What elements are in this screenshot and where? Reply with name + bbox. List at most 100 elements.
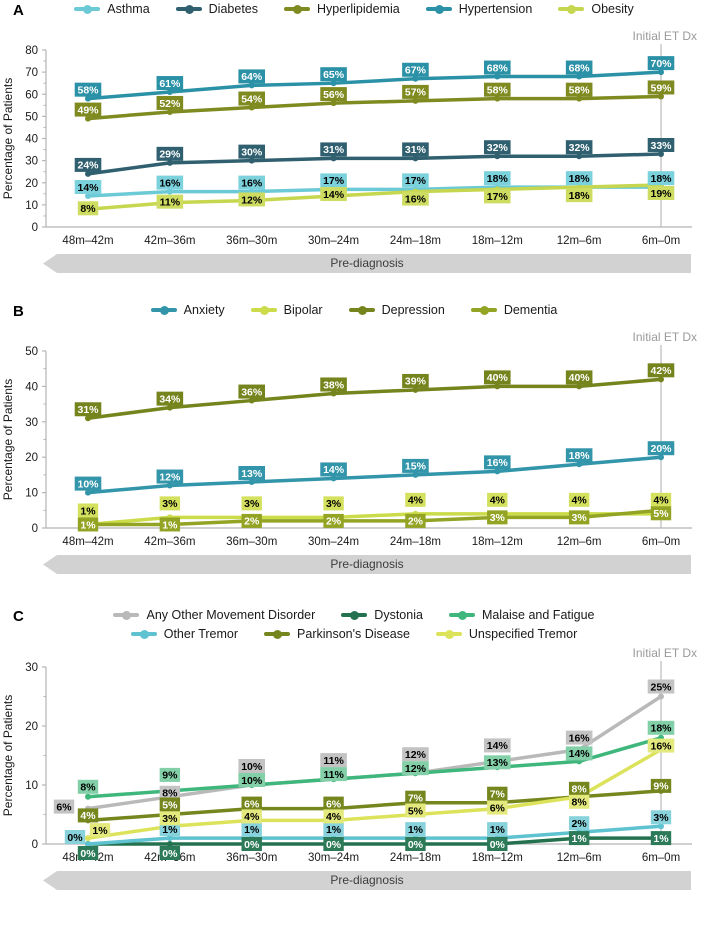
svg-text:58%: 58% — [77, 84, 99, 96]
legend-item-any-other-movement-disorder: Any Other Movement Disorder — [113, 608, 315, 622]
svg-text:52%: 52% — [159, 98, 181, 110]
legend-marker-icon — [113, 610, 140, 620]
svg-text:6m–0m: 6m–0m — [642, 852, 680, 864]
legend-marker-icon — [558, 4, 585, 14]
svg-text:0%: 0% — [162, 848, 178, 860]
legend-marker-icon — [425, 4, 452, 14]
svg-text:19%: 19% — [650, 188, 672, 200]
svg-text:48m–42m: 48m–42m — [62, 536, 113, 548]
svg-text:1%: 1% — [80, 519, 96, 531]
legend-item-bipolar: Bipolar — [250, 303, 323, 317]
svg-text:24m–18m: 24m–18m — [390, 235, 441, 247]
svg-text:32%: 32% — [569, 142, 591, 154]
legend-item-obesity: Obesity — [558, 2, 634, 16]
svg-text:50: 50 — [25, 346, 38, 358]
svg-text:8%: 8% — [572, 784, 588, 796]
svg-text:18%: 18% — [569, 450, 591, 462]
svg-text:12%: 12% — [241, 194, 263, 206]
y-axis-title: Percentage of Patients — [1, 379, 15, 500]
svg-text:15%: 15% — [405, 461, 427, 473]
svg-text:10%: 10% — [241, 775, 263, 787]
svg-text:3%: 3% — [162, 498, 178, 510]
svg-text:40: 40 — [25, 134, 38, 146]
svg-text:18%: 18% — [650, 723, 672, 735]
svg-text:58%: 58% — [487, 84, 509, 96]
svg-text:11%: 11% — [323, 769, 344, 781]
svg-text:65%: 65% — [323, 69, 345, 81]
series-hyperlipidemia — [85, 93, 664, 122]
svg-text:3%: 3% — [326, 498, 342, 510]
svg-text:8%: 8% — [572, 797, 588, 809]
svg-text:40%: 40% — [569, 372, 591, 384]
svg-text:1%: 1% — [92, 825, 108, 837]
legend-marker-icon — [150, 305, 177, 315]
legend-item-dystonia: Dystonia — [341, 608, 423, 622]
svg-text:1%: 1% — [326, 824, 342, 836]
legend-item-unspecified-tremor: Unspecified Tremor — [435, 627, 578, 641]
svg-text:1%: 1% — [653, 833, 669, 845]
svg-text:30: 30 — [25, 662, 38, 674]
svg-text:49%: 49% — [77, 104, 99, 116]
y-axis-title: Percentage of Patients — [1, 695, 15, 816]
legend-item-other-tremor: Other Tremor — [130, 627, 239, 641]
svg-text:20: 20 — [25, 452, 38, 464]
svg-text:12m–6m: 12m–6m — [557, 235, 602, 247]
legend-row: Other Tremor Parkinson's Disease Unspecifi… — [130, 627, 578, 641]
legend-item-hypertension: Hypertension — [425, 2, 533, 16]
legend-marker-icon — [435, 629, 462, 639]
legend-label: Hypertension — [458, 2, 533, 16]
svg-text:0%: 0% — [67, 832, 83, 844]
svg-text:0%: 0% — [326, 839, 342, 851]
svg-text:18m–12m: 18m–12m — [472, 235, 523, 247]
data-labels-other-tremor: 0% 1% 1% 1% 1% 1% 2% 3% — [64, 810, 672, 844]
svg-text:2%: 2% — [572, 818, 588, 830]
svg-text:3%: 3% — [244, 498, 260, 510]
legend-item-dementia: Dementia — [470, 303, 558, 317]
x-axis: 48m–42m 42m–36m 36m–30m 30m–24m 24m–18m 18m–1… — [62, 235, 680, 247]
svg-text:9%: 9% — [162, 770, 178, 782]
svg-text:20: 20 — [25, 178, 38, 190]
svg-text:70: 70 — [25, 67, 38, 79]
svg-text:14%: 14% — [323, 464, 345, 476]
svg-text:2%: 2% — [408, 516, 424, 528]
svg-text:36%: 36% — [241, 386, 263, 398]
svg-text:7%: 7% — [408, 793, 424, 805]
legend-item-parkinson-s-disease: Parkinson's Disease — [264, 627, 410, 641]
legend-item-diabetes: Diabetes — [175, 2, 258, 16]
svg-text:0%: 0% — [490, 839, 506, 851]
svg-text:5%: 5% — [408, 805, 424, 817]
svg-text:18%: 18% — [569, 173, 591, 185]
svg-text:30: 30 — [25, 156, 38, 168]
svg-text:2%: 2% — [244, 516, 260, 528]
legend-label: Dementia — [503, 303, 558, 317]
svg-text:6m–0m: 6m–0m — [642, 235, 680, 247]
svg-text:12%: 12% — [405, 763, 427, 775]
legend-item-asthma: Asthma — [74, 2, 150, 16]
svg-text:17%: 17% — [405, 175, 427, 187]
data-labels-unspecified-tremor: 1%3% 4% 4% 5% 6% 8%16% — [89, 738, 675, 838]
svg-text:48m–42m: 48m–42m — [62, 235, 113, 247]
svg-text:6%: 6% — [326, 798, 342, 810]
legend-marker-icon — [470, 305, 497, 315]
svg-text:14%: 14% — [569, 748, 591, 760]
data-labels-hypertension: 58% 61% 64% 65% 67% 68% 68% 70% — [74, 56, 675, 97]
legend-label: Other Tremor — [163, 627, 239, 641]
svg-text:61%: 61% — [159, 78, 181, 90]
svg-text:24m–18m: 24m–18m — [390, 852, 441, 864]
svg-text:1%: 1% — [162, 824, 178, 836]
svg-text:16%: 16% — [241, 177, 263, 189]
svg-text:38%: 38% — [323, 379, 345, 391]
legend-marker-icon — [175, 4, 202, 14]
legend-label: Unspecified Tremor — [468, 627, 578, 641]
svg-text:30m–24m: 30m–24m — [308, 536, 359, 548]
svg-text:10: 10 — [25, 488, 38, 500]
svg-text:16%: 16% — [405, 193, 427, 205]
data-labels-malaise-and-fatigue: 8% 9% 10% 11% 12% 13% 14% 18% — [77, 720, 675, 794]
svg-text:18m–12m: 18m–12m — [472, 536, 523, 548]
svg-text:0%: 0% — [408, 839, 424, 851]
svg-text:16%: 16% — [159, 177, 181, 189]
panel-c-legend: Any Other Movement Disorder Dystonia Malai… — [0, 608, 708, 641]
figure: A Asthma Diabetes Hyperlipidemia Hypertensi… — [0, 2, 708, 890]
svg-text:14%: 14% — [487, 740, 509, 752]
svg-text:17%: 17% — [487, 191, 509, 203]
